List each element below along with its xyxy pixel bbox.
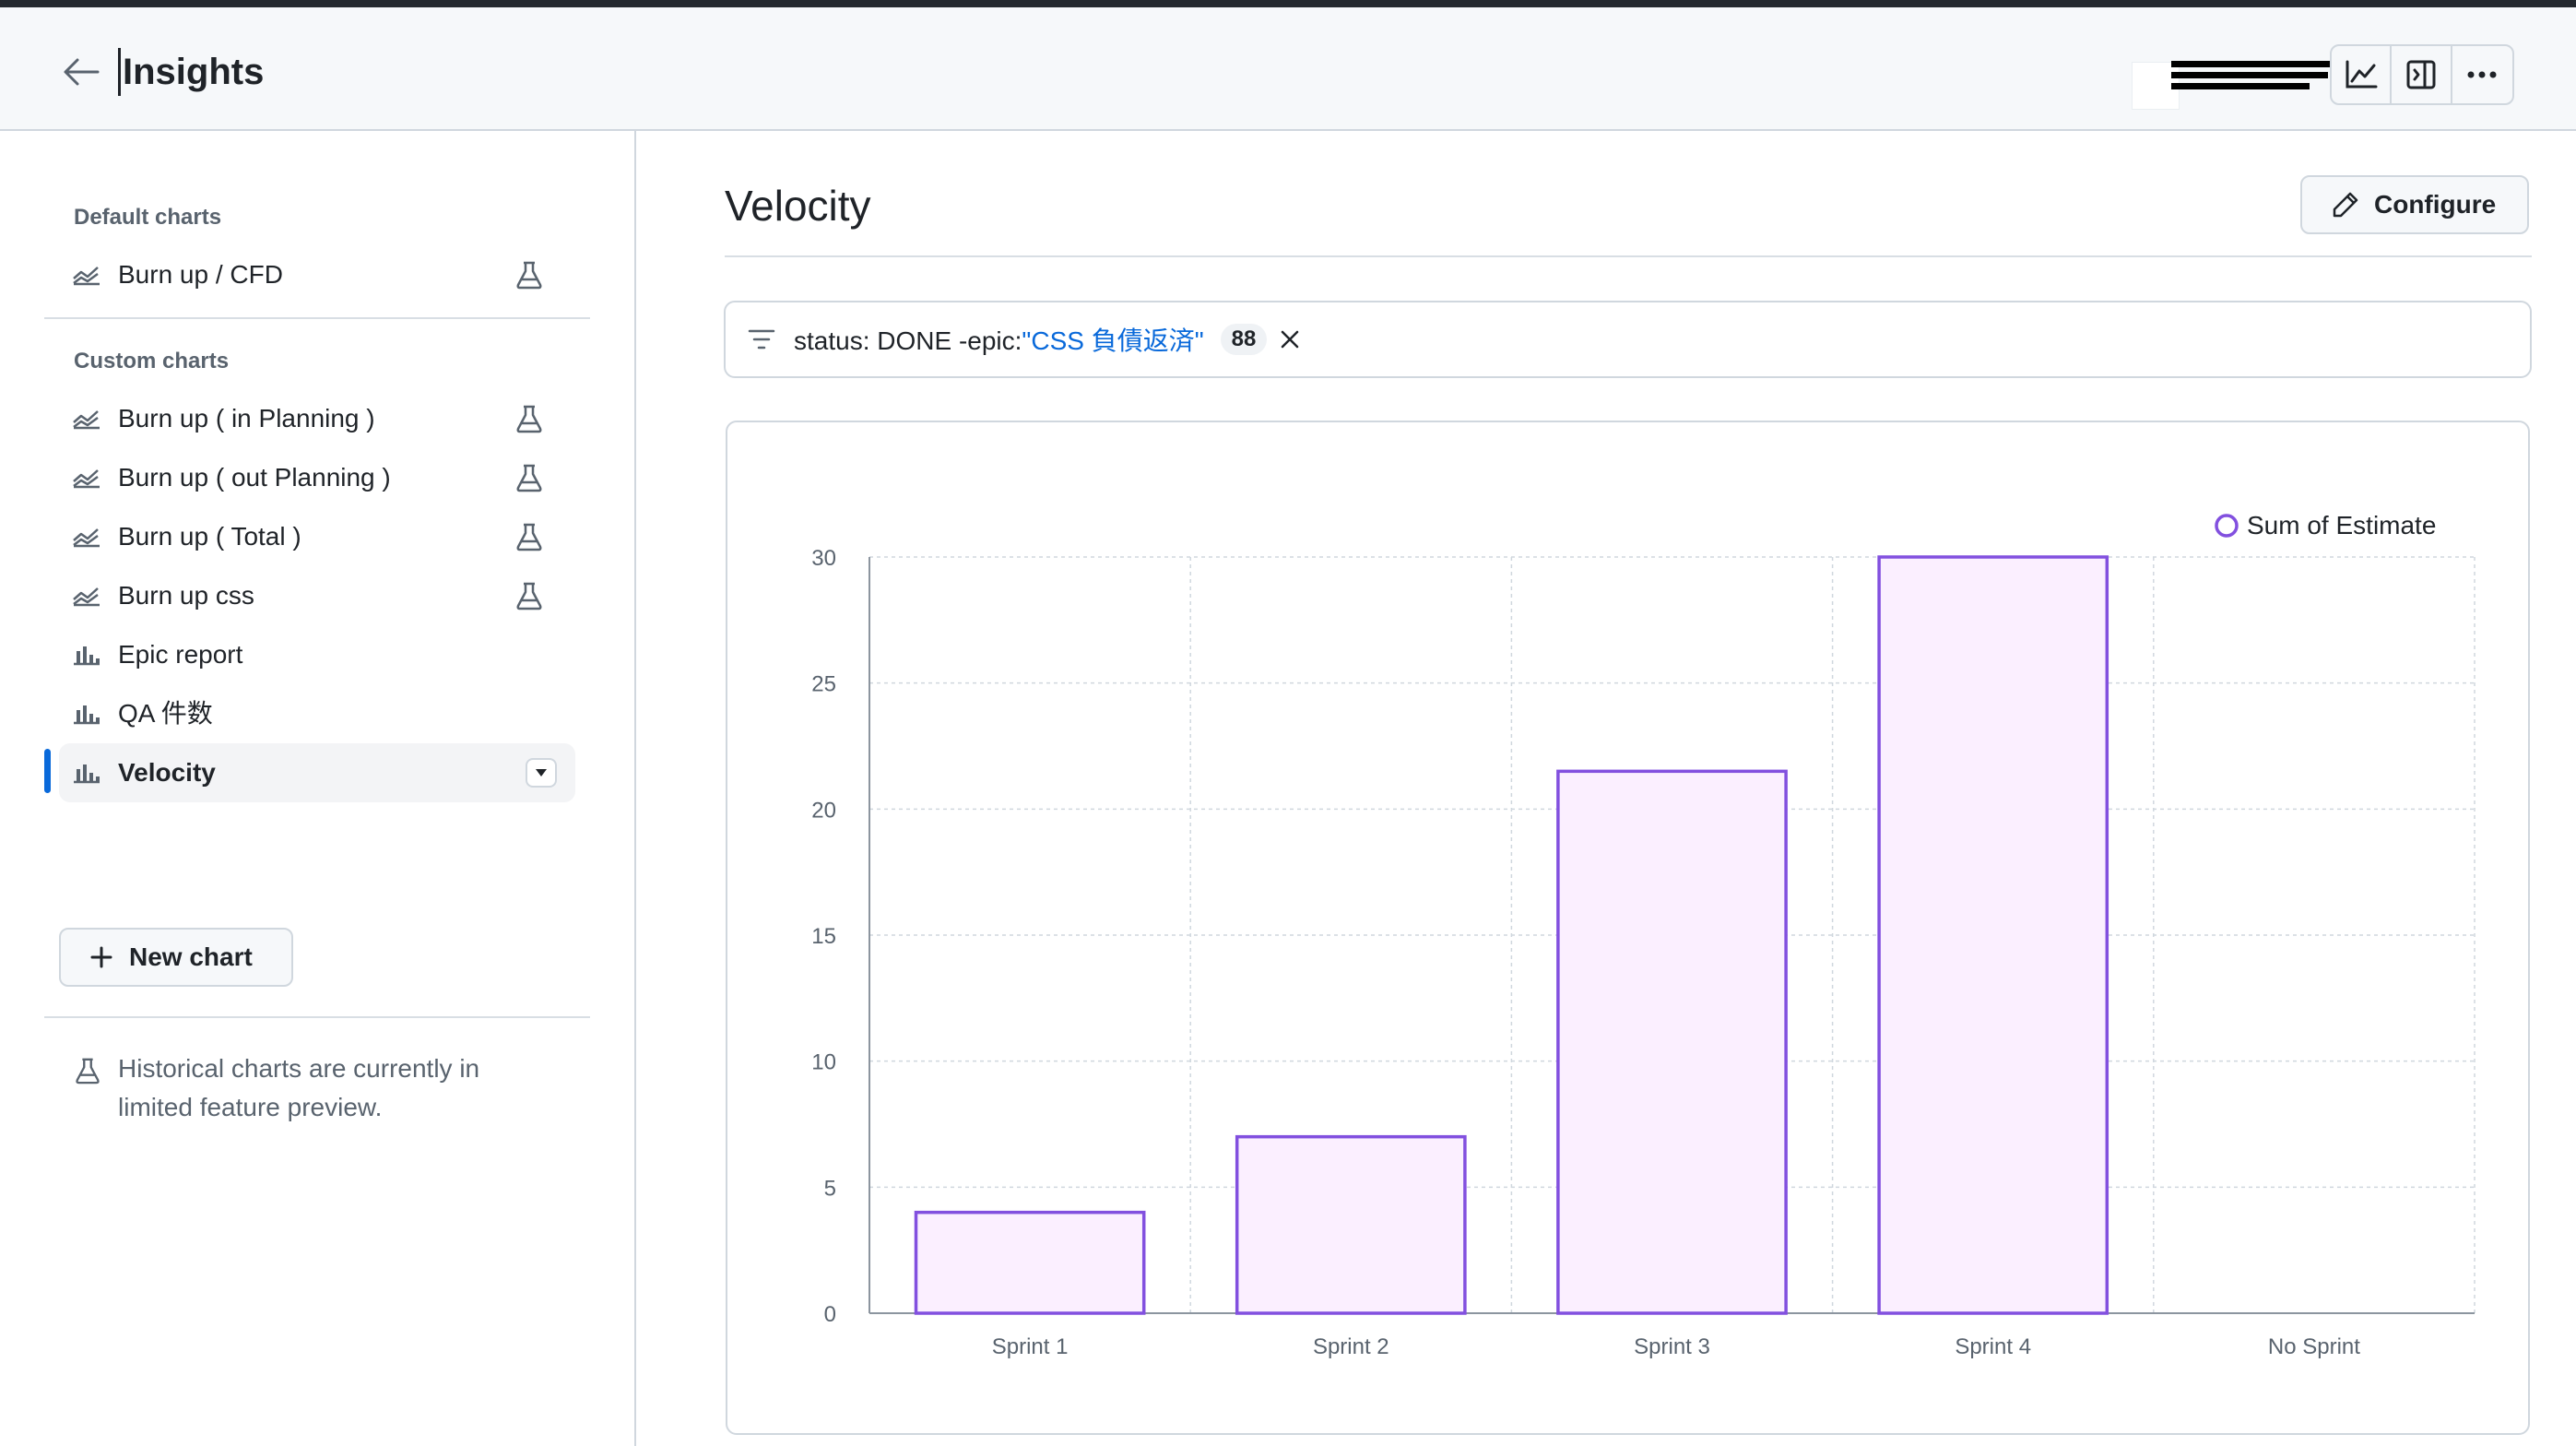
- graph-icon: [73, 410, 100, 430]
- filter-query: status: DONE -epic:"CSS 負債返済": [794, 321, 1204, 358]
- x-tick-label: Sprint 1: [992, 1334, 1069, 1359]
- pencil-icon: [2333, 192, 2358, 218]
- sidebar-item-label: Burn up / CFD: [118, 260, 283, 289]
- bar-sprint-2: [1235, 1134, 1467, 1315]
- result-count-badge: 88: [1220, 324, 1268, 355]
- plus-icon: [90, 946, 112, 968]
- graph-icon: [2346, 60, 2378, 89]
- filter-prefix: status: DONE -epic:: [794, 326, 1022, 355]
- y-tick-label: 5: [824, 1176, 836, 1201]
- graph-icon: [73, 528, 100, 548]
- chart-view-button[interactable]: [2332, 46, 2393, 103]
- configure-button[interactable]: Configure: [2300, 175, 2529, 234]
- sidebar-item-label: Burn up ( out Planning ): [118, 463, 391, 492]
- redacted-marks: [2171, 55, 2333, 98]
- velocity-bar-chart: 0 5 10 15 20 25 30 Sprint 1 Sprint 2 Sprint 3 Spri…: [811, 511, 2476, 1359]
- more-options-button[interactable]: [2452, 46, 2512, 103]
- y-tick-label: 0: [824, 1302, 836, 1327]
- custom-charts-heading: Custom charts: [74, 349, 230, 373]
- section-divider: [44, 1016, 590, 1018]
- filter-icon: [748, 329, 775, 350]
- x-tick-label: No Sprint: [2268, 1334, 2360, 1359]
- x-tick-label: Sprint 3: [1634, 1334, 1710, 1359]
- header-toolbar: [2330, 44, 2514, 105]
- kebab-horizontal-icon: [2467, 71, 2497, 78]
- section-divider: [44, 317, 590, 319]
- bar-sprint-3: [1556, 769, 1788, 1315]
- sidebar-item-epic-report[interactable]: Epic report: [59, 625, 575, 684]
- sidebar-item-burn-up-cfd[interactable]: Burn up / CFD: [59, 245, 575, 304]
- title-divider: [725, 255, 2532, 257]
- back-button[interactable]: [57, 48, 105, 96]
- graph-icon: [73, 587, 100, 607]
- y-tick-label: 25: [811, 672, 836, 697]
- sidebar-item-label: QA 件数: [118, 699, 213, 728]
- preview-note: Historical charts are currently in limit…: [118, 1054, 480, 1121]
- page-title: Insights: [118, 48, 264, 96]
- new-chart-button[interactable]: New chart: [59, 928, 293, 987]
- triangle-down-icon: [536, 769, 547, 776]
- x-icon: [1282, 330, 1299, 349]
- redacted-area: [2133, 63, 2179, 109]
- sidebar-item-burn-up-out-planning[interactable]: Burn up ( out Planning ): [59, 448, 575, 507]
- bar-chart-icon: [74, 764, 100, 784]
- new-chart-label: New chart: [129, 942, 253, 971]
- bar-sprint-1: [914, 1210, 1146, 1315]
- bar-chart-icon: [74, 705, 100, 725]
- sidebar-item-label: Epic report: [118, 640, 243, 669]
- y-tick-label: 15: [811, 924, 836, 949]
- configure-label: Configure: [2374, 190, 2497, 219]
- sidebar-item-label: Burn up ( Total ): [118, 522, 301, 551]
- filter-value: "CSS 負債返済": [1022, 326, 1204, 355]
- sidebar-item-label: Velocity: [118, 758, 216, 787]
- sidebar-item-velocity[interactable]: Velocity: [59, 743, 575, 802]
- y-tick-label: 10: [811, 1050, 836, 1075]
- graph-icon: [73, 267, 100, 286]
- y-tick-label: 20: [811, 798, 836, 823]
- sidebar-item-label: Burn up ( in Planning ): [118, 404, 375, 433]
- filter-bar[interactable]: status: DONE -epic:"CSS 負債返済" 88: [724, 301, 2532, 378]
- y-tick-label: 30: [811, 546, 836, 571]
- page-header: Insights: [0, 7, 2576, 131]
- beaker-icon: [516, 523, 542, 551]
- x-tick-label: Sprint 2: [1313, 1334, 1389, 1359]
- item-menu-button[interactable]: [526, 758, 557, 788]
- top-strip: [0, 0, 2576, 7]
- clear-filter-button[interactable]: [1280, 329, 1300, 350]
- beaker-icon: [516, 582, 542, 610]
- sidebar-toggle-button[interactable]: [2392, 46, 2452, 103]
- sidebar-item-burn-up-in-planning[interactable]: Burn up ( in Planning ): [59, 389, 575, 448]
- sidebar-item-qa-count[interactable]: QA 件数: [59, 684, 575, 743]
- x-tick-label: Sprint 4: [1955, 1334, 2031, 1359]
- sidebar-item-burn-up-css[interactable]: Burn up css: [59, 566, 575, 625]
- bar-chart-icon: [74, 646, 100, 666]
- sidebar-expand-icon: [2406, 60, 2436, 89]
- chart-card: 0 5 10 15 20 25 30 Sprint 1 Sprint 2 Sprint 3 Spri…: [726, 421, 2530, 1435]
- arrow-left-icon: [64, 58, 100, 86]
- legend-label: Sum of Estimate: [2247, 511, 2436, 539]
- graph-icon: [73, 469, 100, 489]
- selected-indicator: [44, 749, 51, 793]
- chart-title: Velocity: [725, 182, 871, 230]
- legend-marker: [2215, 514, 2239, 538]
- charts-sidebar: Default charts Burn up / CFD Custom char…: [0, 131, 636, 1446]
- bar-sprint-4: [1877, 555, 2109, 1315]
- beaker-icon: [516, 261, 542, 290]
- default-charts-heading: Default charts: [74, 205, 222, 230]
- sidebar-item-burn-up-total[interactable]: Burn up ( Total ): [59, 507, 575, 566]
- sidebar-item-label: Burn up css: [118, 581, 254, 610]
- beaker-icon: [516, 464, 542, 492]
- beaker-icon: [516, 405, 542, 433]
- beaker-icon: [76, 1058, 100, 1084]
